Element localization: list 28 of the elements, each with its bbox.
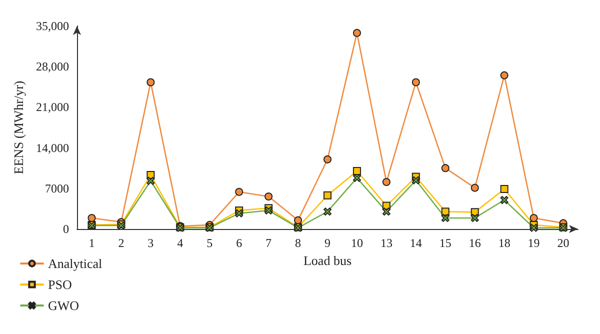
y-tick-label: 7000 [45, 181, 69, 196]
x-tick-label: 4 [177, 236, 184, 250]
x-axis-title: Load bus [303, 252, 352, 268]
x-tick-label: 19 [528, 236, 540, 250]
x-tick-label: 1 [88, 236, 95, 250]
x-tick-label: 3 [148, 236, 154, 250]
legend-label: PSO [48, 277, 72, 292]
text: 28,000 [36, 60, 69, 74]
text: 14,000 [36, 140, 69, 155]
x-tick-label: 16 [468, 236, 481, 250]
text: 21,000 [36, 100, 69, 114]
y-axis-title: EENS (MWhr/yr) [11, 80, 26, 174]
x-tick-label: 5 [206, 236, 213, 250]
x-tick-label: 10 [350, 236, 363, 250]
x-tick-label: 9 [324, 236, 330, 250]
y-tick-label: 0 [63, 222, 69, 236]
x-tick-label: 7 [266, 236, 272, 250]
x-tick-label: 20 [557, 236, 570, 250]
x-tick-label: 14 [410, 236, 422, 250]
x-tick-label: 13 [380, 236, 392, 250]
x-tick-label: 6 [236, 236, 242, 250]
legend-label: GWO [48, 298, 80, 313]
x-tick-label: 18 [498, 236, 510, 250]
text: 35,000 [36, 19, 69, 33]
x-tick-label: 2 [118, 236, 124, 250]
x-tick-label: 8 [295, 236, 302, 250]
x-tick-label: 15 [439, 236, 452, 250]
legend-label: Analytical [48, 256, 103, 271]
